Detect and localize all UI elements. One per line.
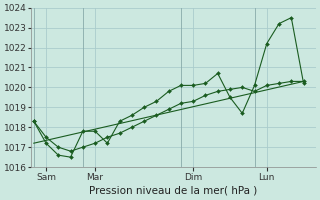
X-axis label: Pression niveau de la mer( hPa ): Pression niveau de la mer( hPa ) — [90, 186, 258, 196]
